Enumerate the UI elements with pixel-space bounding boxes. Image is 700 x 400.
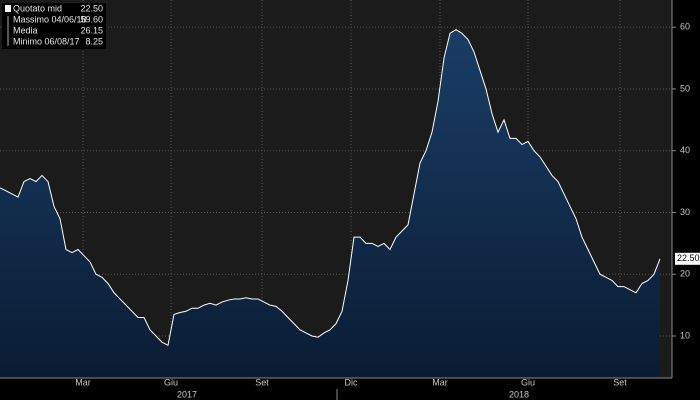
last-value-box — [675, 252, 700, 265]
legend-box — [2, 3, 106, 49]
legend-name: Quotato mid — [13, 3, 62, 13]
year-label: 2017 — [177, 389, 197, 399]
x-tick-label: Mar — [75, 377, 91, 387]
year-label: 2018 — [509, 389, 529, 399]
legend-value: 59.60 — [80, 14, 103, 24]
legend-name: Massimo 04/06/18 — [13, 14, 87, 24]
legend-value: 22.50 — [80, 3, 103, 13]
y-tick-label: 20 — [680, 269, 690, 279]
line — [0, 29, 661, 347]
y-tick-label: 40 — [680, 145, 690, 155]
y-tick-label: 10 — [680, 330, 690, 340]
y-tick-label: 50 — [680, 83, 690, 93]
y-tick-label: 30 — [680, 207, 690, 217]
x-tick-label: Giu — [164, 377, 178, 387]
legend-value: 26.15 — [80, 25, 103, 35]
x-tick-label: Dic — [345, 377, 358, 387]
x-tick-label: Mar — [432, 377, 448, 387]
legend-name: Media — [13, 25, 38, 35]
x-tick-label: Set — [255, 377, 269, 387]
legend-name: Minimo 06/08/17 — [13, 36, 80, 46]
x-tick-label: Giu — [521, 377, 535, 387]
last-value-label: 22.50 — [677, 253, 700, 263]
legend-value: 8.25 — [85, 36, 103, 46]
series — [0, 29, 661, 378]
legend-swatch — [5, 5, 11, 12]
area — [0, 29, 660, 378]
x-tick-label: Set — [613, 377, 627, 387]
y-tick-label: 60 — [680, 22, 690, 32]
